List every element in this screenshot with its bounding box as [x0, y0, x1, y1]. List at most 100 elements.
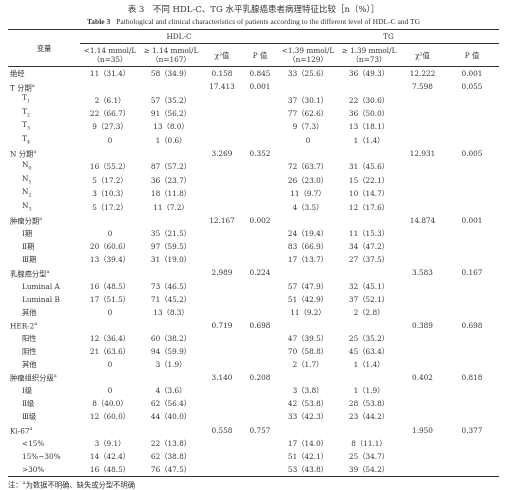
cell: 16（48.5） [89, 281, 131, 291]
table-row: T1 2（6.1） 57（35.2） 37（30.1） 22（30.6） [8, 93, 499, 106]
cell [242, 107, 278, 120]
cell [445, 293, 499, 306]
row-label-text: Ki-67 [10, 426, 30, 436]
cell: 25（35.2） [348, 333, 390, 343]
cell: 0 [107, 229, 113, 239]
row-label: HER-2a [8, 319, 80, 332]
row-label-text: Luminal B [22, 294, 60, 304]
table-row: 阴性 21（63.6） 94（59.9） 70（58.8） 45（63.4） [8, 345, 499, 358]
row-label: Luminal A [8, 279, 80, 292]
row-label-text: T [22, 133, 27, 143]
row-label-text: T [22, 120, 27, 130]
table-row: T3 9（27.3） 13（8.0） 9（7.3） 13（18.1） [8, 120, 499, 133]
cell: 0 [107, 386, 113, 396]
row-label: 其他 [8, 358, 80, 371]
cell [80, 319, 140, 332]
cell: 4（3.5） [292, 202, 324, 212]
cell: 5（17.2） [92, 202, 128, 212]
row-label-text: Ⅰ期 [22, 229, 33, 239]
cell [80, 80, 140, 93]
cell: 17（14.0） [287, 438, 329, 448]
cell: 0.005 [461, 149, 483, 159]
group-header: HDL-C [80, 28, 278, 45]
cell [202, 437, 242, 450]
row-label-text: 绝经 [10, 69, 25, 79]
cell: 5（17.2） [92, 175, 128, 185]
cell [400, 332, 445, 345]
row-label-text: 阳性 [22, 333, 37, 343]
cell [445, 410, 499, 423]
cell [202, 306, 242, 319]
row-label: 阳性 [8, 332, 80, 345]
cell: 12（36.4） [89, 333, 131, 343]
cell [278, 214, 338, 227]
cell: 22（30.6） [348, 95, 390, 105]
cell [202, 462, 242, 477]
cell: 36（49.3） [348, 69, 390, 79]
table-row: 肿瘤分期a 12.167 0.002 14.874 0.001 [8, 214, 499, 227]
cell: 13（39.4） [89, 255, 131, 265]
column-header: χ²值 [202, 43, 242, 68]
row-label-sup: a [46, 268, 50, 275]
cell [445, 93, 499, 106]
cell: 0.001 [461, 216, 483, 226]
cell: 0.845 [249, 69, 271, 79]
cell [202, 160, 242, 173]
cell: 12.931 [409, 149, 436, 159]
cell: 0.001 [461, 69, 483, 79]
cell [278, 371, 338, 384]
cell [278, 80, 338, 93]
row-label: N0 [8, 160, 80, 173]
column-header-line: （n=167） [151, 55, 191, 65]
row-label-text: T [22, 106, 27, 116]
table-row: Ⅰ期 0 35（21.5） 24（19.4） 11（15.3） [8, 227, 499, 240]
table-row: Ⅲ级 12（60.0） 44（40.0） 33（42.3） 23（44.2） [8, 410, 499, 423]
column-header: χ²值 [400, 43, 445, 68]
cell: 0.352 [249, 149, 271, 159]
cell [400, 437, 445, 450]
row-label: 其他 [8, 306, 80, 319]
cell: 3（10.3） [92, 189, 128, 199]
cell: 0.389 [412, 320, 433, 330]
cell: 44（40.0） [150, 412, 192, 422]
table-row: N3 5（17.2） 11（7.2） 4（3.5） 12（17.6） [8, 201, 499, 214]
table-row: Ki-67a 0.558 0.757 1.950 0.377 [8, 424, 499, 437]
cell: 33（25.6） [287, 69, 329, 79]
row-label: N2 [8, 187, 80, 200]
cell [80, 371, 140, 384]
cell [338, 80, 400, 93]
row-label-sup: a [31, 82, 35, 89]
cell [202, 358, 242, 371]
cell [445, 253, 499, 266]
title-en-row: Table 3 Pathological and clinical charact… [8, 16, 499, 27]
cell [202, 332, 242, 345]
row-label-text: Ⅲ期 [22, 255, 37, 265]
cell: 3（9.1） [94, 438, 126, 448]
row-label: Ⅱ期 [8, 240, 80, 253]
cell: 1（1.4） [353, 135, 385, 145]
row-label-text: N [22, 173, 29, 183]
cell: 0.719 [211, 320, 233, 330]
table-row: N2 3（10.3） 18（11.8） 11（9.7） 10（14.7） [8, 187, 499, 200]
variable-header: 变量 [8, 28, 80, 68]
cell: 0.167 [461, 268, 483, 278]
column-header-line: ≥ 1.14 mmol/L [143, 46, 199, 56]
cell [338, 371, 400, 384]
cell: 1（1.9） [353, 386, 385, 396]
cell: 0 [305, 135, 311, 145]
row-label-sup: a [53, 373, 57, 380]
cell [400, 187, 445, 200]
column-header-line: <1.14 mmol/L [83, 46, 137, 56]
row-label-sub: 0 [28, 165, 32, 172]
cell [140, 424, 202, 437]
cell [400, 120, 445, 133]
cell [400, 384, 445, 397]
cell [202, 187, 242, 200]
cell: 16（55.2） [89, 162, 131, 172]
cell [242, 174, 278, 187]
cell: 62（38.8） [150, 451, 192, 461]
row-label: T4 [8, 134, 80, 147]
row-label: N3 [8, 201, 80, 214]
cell: 15（22.1） [348, 175, 390, 185]
cell: 1（1.4） [353, 360, 385, 370]
